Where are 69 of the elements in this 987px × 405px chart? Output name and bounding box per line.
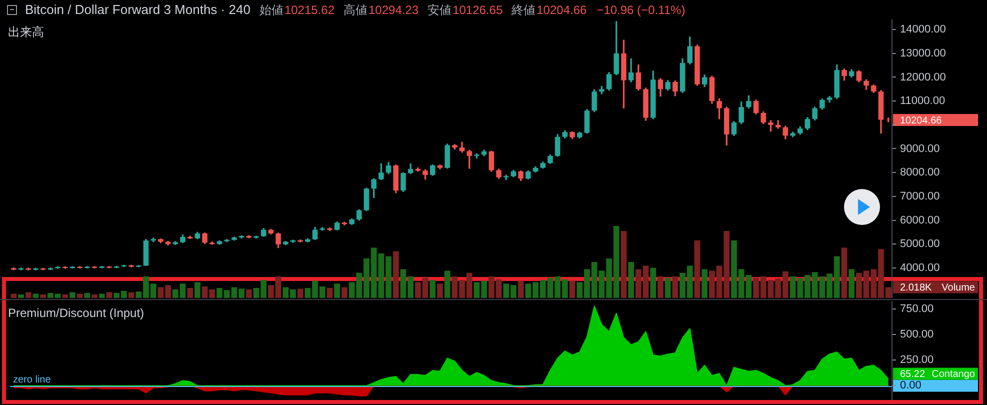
- data-label: 65.22: [900, 368, 926, 380]
- text: 10126.65: [452, 3, 503, 17]
- bar: [392, 251, 399, 298]
- bar: [437, 284, 443, 298]
- bar: [70, 292, 76, 298]
- y-tick-label: 5000.00: [900, 238, 940, 250]
- y-tick-label: 14000.00: [900, 24, 946, 36]
- text: 2.018K: [900, 282, 932, 294]
- bar: [430, 280, 436, 298]
- bar: [62, 294, 68, 298]
- bar: [841, 248, 848, 298]
- y-tick-label: 250.00: [900, 354, 934, 366]
- bar: [672, 276, 678, 298]
- text: 10294.23: [368, 3, 419, 17]
- bar: [187, 288, 194, 298]
- text: 安値: [428, 3, 452, 17]
- bar: [297, 288, 304, 298]
- text: 10204.66: [900, 115, 942, 126]
- chart-title: 出来高: [8, 25, 44, 39]
- bar: [620, 231, 627, 298]
- bar: [650, 268, 656, 298]
- y-tick-label: 6000.00: [900, 214, 940, 226]
- text: 高値: [344, 3, 368, 17]
- bar: [246, 289, 252, 298]
- bar: [518, 280, 524, 298]
- y-tick-label: 500.00: [900, 328, 934, 341]
- bar: [76, 294, 83, 298]
- y-tick-label: 750.00: [900, 303, 934, 316]
- text: Volume: [942, 282, 976, 294]
- candlestick: [775, 120, 781, 129]
- bar: [569, 280, 576, 298]
- y-tick-label: 7000.00: [900, 190, 940, 202]
- text: 10204.66: [536, 3, 587, 17]
- bar: [702, 269, 708, 298]
- text: 10215.62: [284, 3, 334, 17]
- y-tick-label: 12000.00: [900, 71, 946, 84]
- bar: [341, 287, 348, 298]
- bar: [128, 292, 134, 298]
- bar: [334, 284, 340, 298]
- bar: [40, 294, 46, 298]
- text: 終値: [512, 3, 536, 17]
- bar: [10, 294, 17, 298]
- bar: [444, 270, 450, 298]
- bar: [628, 262, 634, 298]
- y-tick-label: 0.00: [900, 380, 922, 392]
- y-tick-label: 13000.00: [900, 47, 946, 60]
- text: −10.96 (−0.11%): [596, 3, 686, 17]
- bar: [658, 276, 664, 298]
- bar: [664, 278, 671, 298]
- y-tick-label: 8000.00: [900, 166, 940, 179]
- y-tick-label: 9000.00: [900, 142, 940, 155]
- bar: [18, 294, 24, 298]
- bar: [25, 292, 32, 298]
- bar: [326, 288, 333, 298]
- bar: [106, 292, 112, 298]
- text: 始値: [259, 3, 284, 17]
- bar: [92, 294, 98, 298]
- text: Premium/Discount (Input): [8, 306, 144, 320]
- bar: [848, 269, 855, 298]
- text: Contango: [932, 368, 976, 380]
- bar: [694, 240, 700, 298]
- bar: [32, 294, 39, 298]
- y-tick-label: 4000.00: [900, 262, 940, 274]
- chart-title: Bitcoin / Dollar Forward 3 Months · 240: [25, 2, 250, 17]
- ref-line-label: zero line: [13, 374, 52, 386]
- bar: [194, 282, 200, 298]
- bar: [84, 292, 90, 298]
- bar: [98, 294, 105, 298]
- y-tick-label: 11000.00: [900, 95, 946, 108]
